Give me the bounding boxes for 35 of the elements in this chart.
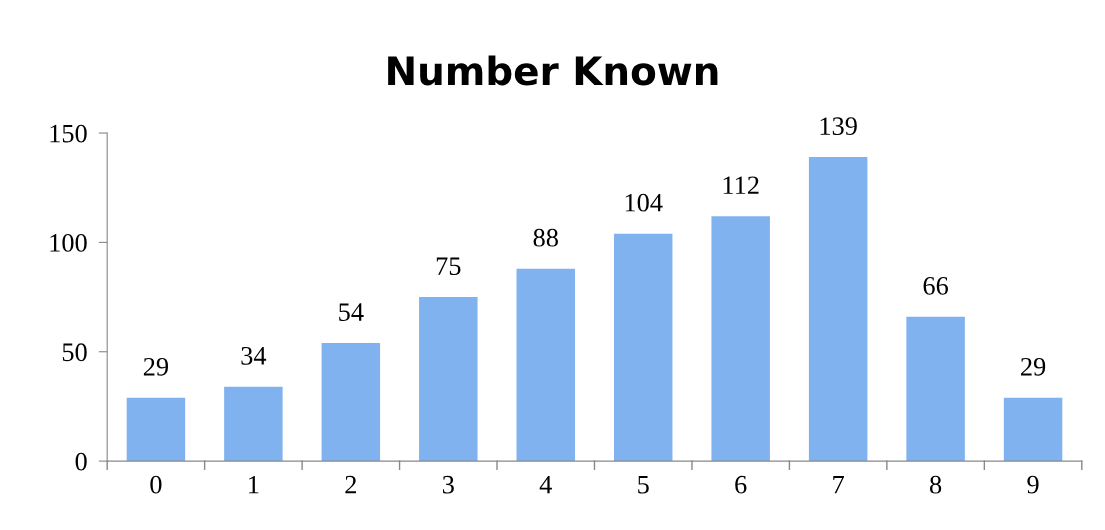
- y-tick-label: 50: [62, 343, 87, 362]
- x-tick-label: 2: [345, 475, 356, 494]
- x-tick-label: 9: [1027, 475, 1039, 494]
- y-tick-label: 150: [50, 124, 87, 143]
- data-label: 66: [923, 276, 949, 295]
- data-label: 75: [436, 257, 461, 276]
- x-tick-label: 6: [735, 475, 747, 494]
- bar: [126, 397, 186, 462]
- data-label: 104: [625, 193, 663, 212]
- bar: [419, 297, 478, 462]
- x-tick-label: 7: [833, 476, 844, 494]
- y-tick-label: 100: [50, 233, 87, 252]
- data-label: 54: [339, 303, 364, 321]
- bar: [711, 216, 770, 462]
- data-label: 88: [533, 228, 558, 247]
- chart-title: Number Known: [388, 55, 718, 86]
- x-tick-label: 4: [539, 475, 552, 494]
- data-label: 34: [241, 346, 267, 365]
- data-label: 139: [820, 117, 857, 136]
- bar: [613, 233, 673, 462]
- x-tick-label: 5: [638, 476, 649, 494]
- y-tick-label: 0: [75, 452, 87, 471]
- bar: [808, 157, 868, 462]
- x-tick-label: 3: [442, 475, 454, 494]
- bar: [906, 316, 965, 462]
- data-label: 112: [723, 176, 759, 194]
- x-tick-label: 1: [249, 475, 259, 494]
- x-tick-label: 8: [930, 475, 942, 494]
- bar: [1003, 397, 1063, 462]
- data-label: 29: [1021, 357, 1046, 376]
- x-tick-label: 0: [150, 475, 162, 494]
- data-label: 29: [143, 357, 169, 376]
- bar: [516, 268, 575, 462]
- bar: [224, 386, 283, 462]
- bar: [321, 342, 381, 462]
